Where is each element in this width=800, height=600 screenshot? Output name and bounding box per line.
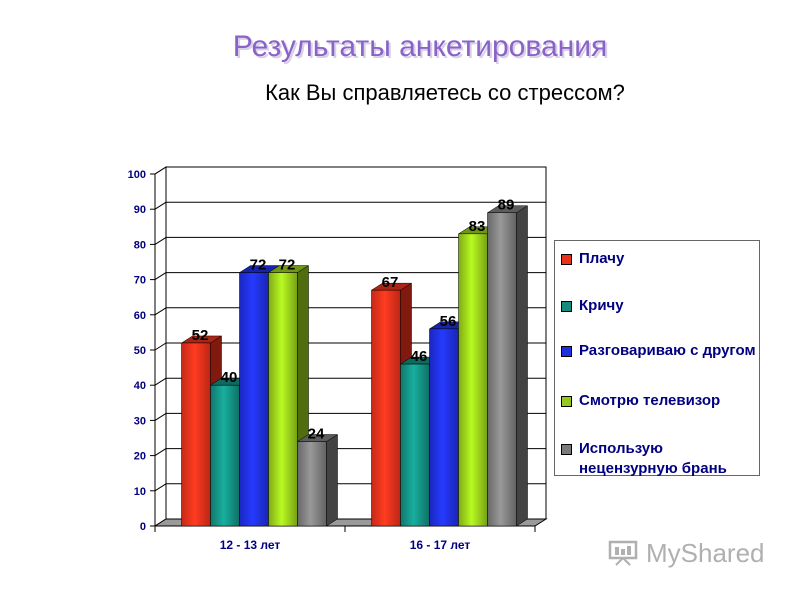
- bar: [210, 384, 240, 527]
- bar: [371, 289, 401, 527]
- legend-label: Разговариваю с другом: [579, 342, 756, 359]
- legend-label: Использую нецензурную брань: [579, 440, 727, 477]
- bar-data-label: 46: [411, 348, 428, 365]
- legend-swatch: [561, 396, 572, 407]
- chart-legend: Плачу Кричу Разговариваю с другом Смотрю те…: [554, 240, 760, 477]
- bar-data-label: 67: [382, 274, 399, 291]
- y-tick-label: 0: [140, 521, 146, 533]
- bar-data-label: 24: [308, 426, 325, 443]
- bar-data-label: 89: [498, 197, 515, 214]
- y-tick-label: 40: [134, 380, 146, 392]
- slide-title: Результаты анкетирования: [232, 30, 608, 63]
- legend-swatch: [561, 301, 572, 312]
- gridline-side: [154, 307, 167, 316]
- gridline-side: [154, 236, 167, 245]
- x-category-label: 12 - 13 лет: [220, 538, 281, 552]
- legend-label: Плачу: [579, 250, 625, 267]
- gridline-side: [154, 412, 167, 421]
- bar: [268, 272, 298, 527]
- bar: [400, 363, 430, 527]
- y-tick-label: 80: [134, 239, 146, 251]
- y-tick-label: 90: [134, 204, 146, 216]
- gridline-side: [154, 377, 167, 386]
- legend-label: Смотрю телевизор: [579, 392, 721, 409]
- gridline-side: [154, 201, 167, 210]
- gridline-side: [154, 448, 167, 457]
- bar-side: [326, 434, 338, 527]
- projector-screen-icon: [608, 540, 638, 566]
- y-tick-label: 60: [134, 310, 146, 322]
- bar-side: [516, 205, 528, 527]
- gridline-side: [154, 483, 167, 492]
- x-category-label: 16 - 17 лет: [410, 538, 471, 552]
- legend-swatch: [561, 346, 572, 357]
- watermark: MyShared: [608, 536, 778, 576]
- bar-data-label: 52: [192, 327, 209, 344]
- bar: [458, 233, 488, 527]
- gridline-side: [154, 342, 167, 351]
- bar-data-label: 83: [469, 218, 486, 235]
- gridline-side: [154, 272, 167, 281]
- bar: [429, 328, 459, 527]
- slide-subtitle: Как Вы справляетесь со стрессом?: [265, 80, 625, 105]
- y-tick-label: 10: [134, 486, 146, 498]
- legend-swatch: [561, 254, 572, 265]
- bar-data-label: 56: [440, 313, 457, 330]
- bar-data-label: 40: [221, 369, 238, 386]
- legend-label: Кричу: [579, 297, 624, 314]
- bar-data-label: 72: [250, 257, 267, 274]
- bar: [487, 212, 517, 527]
- legend-swatch: [561, 444, 572, 455]
- bar: [239, 272, 269, 527]
- watermark-text: MyShared: [646, 538, 765, 568]
- y-tick-label: 20: [134, 451, 146, 463]
- y-tick-label: 100: [128, 169, 146, 181]
- y-tick-label: 30: [134, 415, 146, 427]
- bar-data-label: 72: [279, 257, 296, 274]
- bar: [297, 441, 327, 527]
- y-tick-label: 50: [134, 345, 146, 357]
- y-tick-label: 70: [134, 275, 146, 287]
- gridline-side: [154, 166, 167, 175]
- bar: [181, 342, 211, 527]
